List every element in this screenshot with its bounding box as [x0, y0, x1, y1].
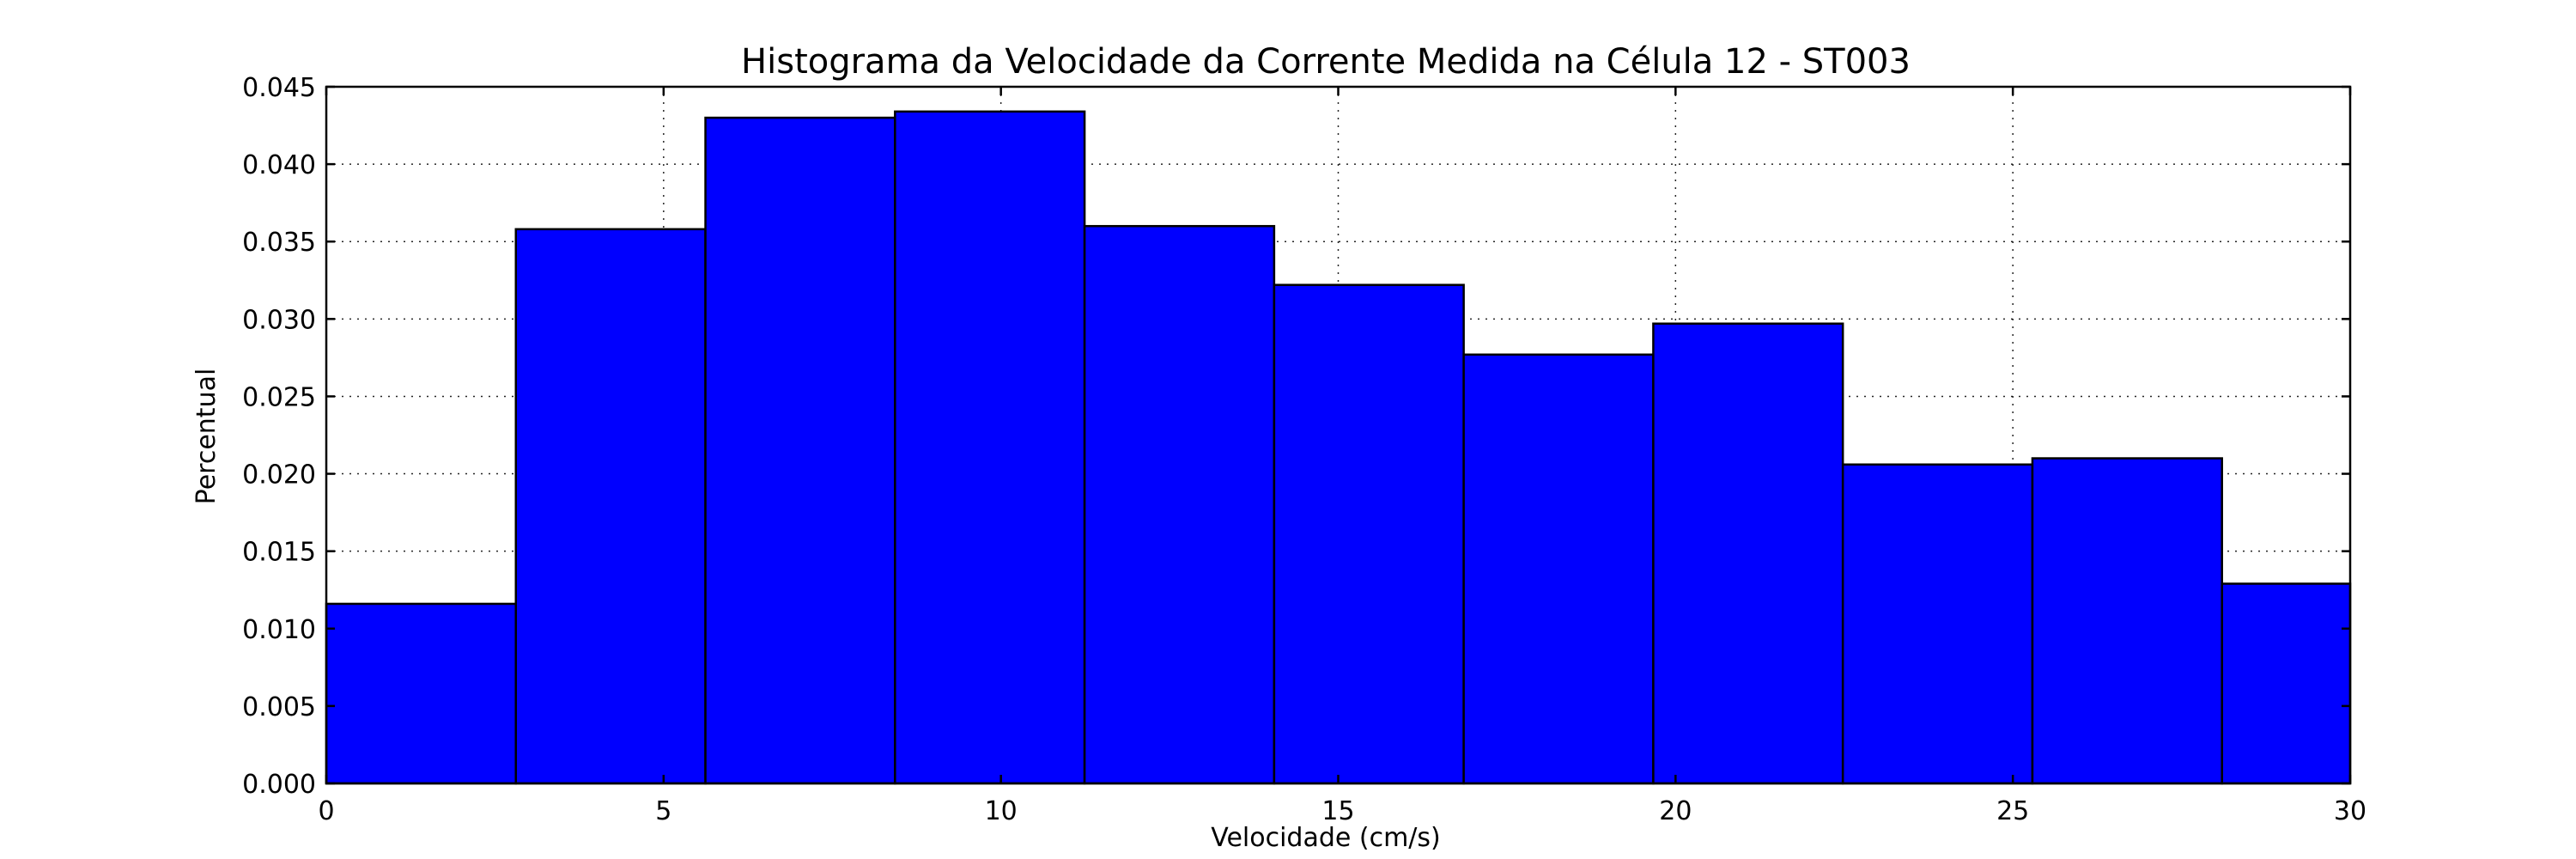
axis-ticks: [325, 85, 2352, 785]
chart-title: Histograma da Velocidade da Corrente Med…: [741, 42, 1911, 82]
y-tick-label: 0.010: [242, 615, 316, 645]
histogram-bar: [704, 116, 896, 785]
y-axis-label: Percentual: [191, 369, 222, 505]
x-tick-label: 20: [1659, 796, 1692, 826]
y-tick-label: 0.045: [242, 73, 316, 103]
x-tick-label: 5: [655, 796, 671, 826]
y-tick-label: 0.000: [242, 770, 316, 800]
y-tick-label: 0.035: [242, 228, 316, 258]
x-tick-label: 15: [1321, 796, 1354, 826]
histogram-bar: [1652, 322, 1844, 785]
x-axis-label: Velocidade (cm/s): [1211, 823, 1441, 853]
histogram-bar: [1273, 283, 1465, 785]
y-tick-label: 0.025: [242, 382, 316, 412]
histogram-bar: [1841, 463, 2034, 785]
histogram-bar: [514, 228, 707, 785]
histogram-bar: [325, 602, 518, 785]
y-tick-label: 0.015: [242, 538, 316, 568]
x-tick-label: 10: [985, 796, 1018, 826]
x-tick-label: 25: [1996, 796, 2029, 826]
y-tick-labels: 0.000 0.005 0.010 0.015 0.020 0.025 0.030 0.035…: [242, 73, 316, 800]
histogram-bar: [894, 110, 1086, 785]
x-tick-label: 0: [318, 796, 334, 826]
histogram-bar: [1083, 224, 1276, 785]
histogram-bar: [2221, 582, 2352, 785]
y-tick-label: 0.020: [242, 460, 316, 490]
histogram-bars: [325, 110, 2352, 785]
y-tick-label: 0.040: [242, 150, 316, 180]
x-tick-label: 30: [2334, 796, 2366, 826]
y-tick-label: 0.030: [242, 305, 316, 335]
histogram-bar: [2031, 457, 2223, 785]
x-tick-labels: 0 5 10 15 20 25 30: [318, 796, 2366, 826]
histogram-bar: [1462, 353, 1655, 785]
y-tick-label: 0.005: [242, 692, 316, 722]
